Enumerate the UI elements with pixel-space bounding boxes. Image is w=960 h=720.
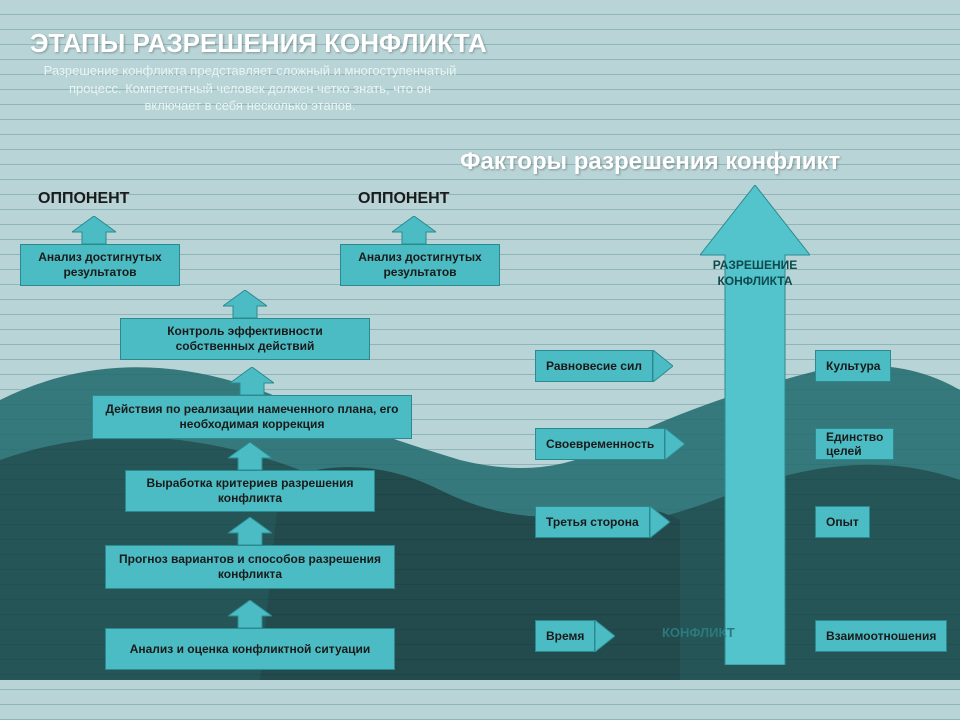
up-arrow-icon xyxy=(223,290,267,318)
main-title: ЭТАПЫ РАЗРЕШЕНИЯ КОНФЛИКТА xyxy=(30,28,487,59)
stage-top-right: Анализ достигнутых результатов xyxy=(340,244,500,286)
stage-top-left: Анализ достигнутых результатов xyxy=(20,244,180,286)
up-arrow-icon xyxy=(228,517,272,545)
up-arrow-icon xyxy=(230,367,274,395)
factor-right: Культура xyxy=(815,350,835,382)
factors-title: Факторы разрешения конфликт xyxy=(460,148,840,176)
factor-right: Единство целей xyxy=(815,428,835,460)
stage-box: Контроль эффективности собственных дейст… xyxy=(120,318,370,360)
factor-label: Культура xyxy=(815,350,891,382)
subtitle: Разрешение конфликта представляет сложны… xyxy=(40,62,460,115)
factor-right: Опыт xyxy=(815,506,835,538)
stage-box: Действия по реализации намеченного плана… xyxy=(92,395,412,439)
factor-label: Время xyxy=(535,620,595,652)
conflict-base-label: КОНФЛИКТ xyxy=(662,625,735,640)
opponent-right-label: ОППОНЕНТ xyxy=(358,190,449,208)
factor-label: Третья сторона xyxy=(535,506,650,538)
stage-box: Прогноз вариантов и способов разрешения … xyxy=(105,545,395,589)
stage-box: Анализ и оценка конфликтной ситуации xyxy=(105,628,395,670)
factor-label: Взаимоотношения xyxy=(815,620,947,652)
stage-box: Выработка критериев разрешения конфликта xyxy=(125,470,375,512)
up-arrow-icon xyxy=(228,442,272,470)
opponent-left-label: ОППОНЕНТ xyxy=(38,190,129,208)
factor-label: Единство целей xyxy=(815,428,894,460)
factor-label: Своевременность xyxy=(535,428,665,460)
factor-left: Равновесие сил xyxy=(535,350,673,382)
factor-label: Опыт xyxy=(815,506,870,538)
up-arrow-icon xyxy=(228,600,272,628)
up-arrow-icon xyxy=(72,216,116,244)
big-arrow-title: РАЗРЕШЕНИЕ КОНФЛИКТА xyxy=(700,258,810,289)
factor-left: Третья сторона xyxy=(535,506,670,538)
factor-label: Равновесие сил xyxy=(535,350,653,382)
factor-left: Время xyxy=(535,620,615,652)
big-arrow-icon xyxy=(700,185,810,665)
factor-left: Своевременность xyxy=(535,428,685,460)
factor-right: Взаимоотношения xyxy=(815,620,835,652)
up-arrow-icon xyxy=(392,216,436,244)
